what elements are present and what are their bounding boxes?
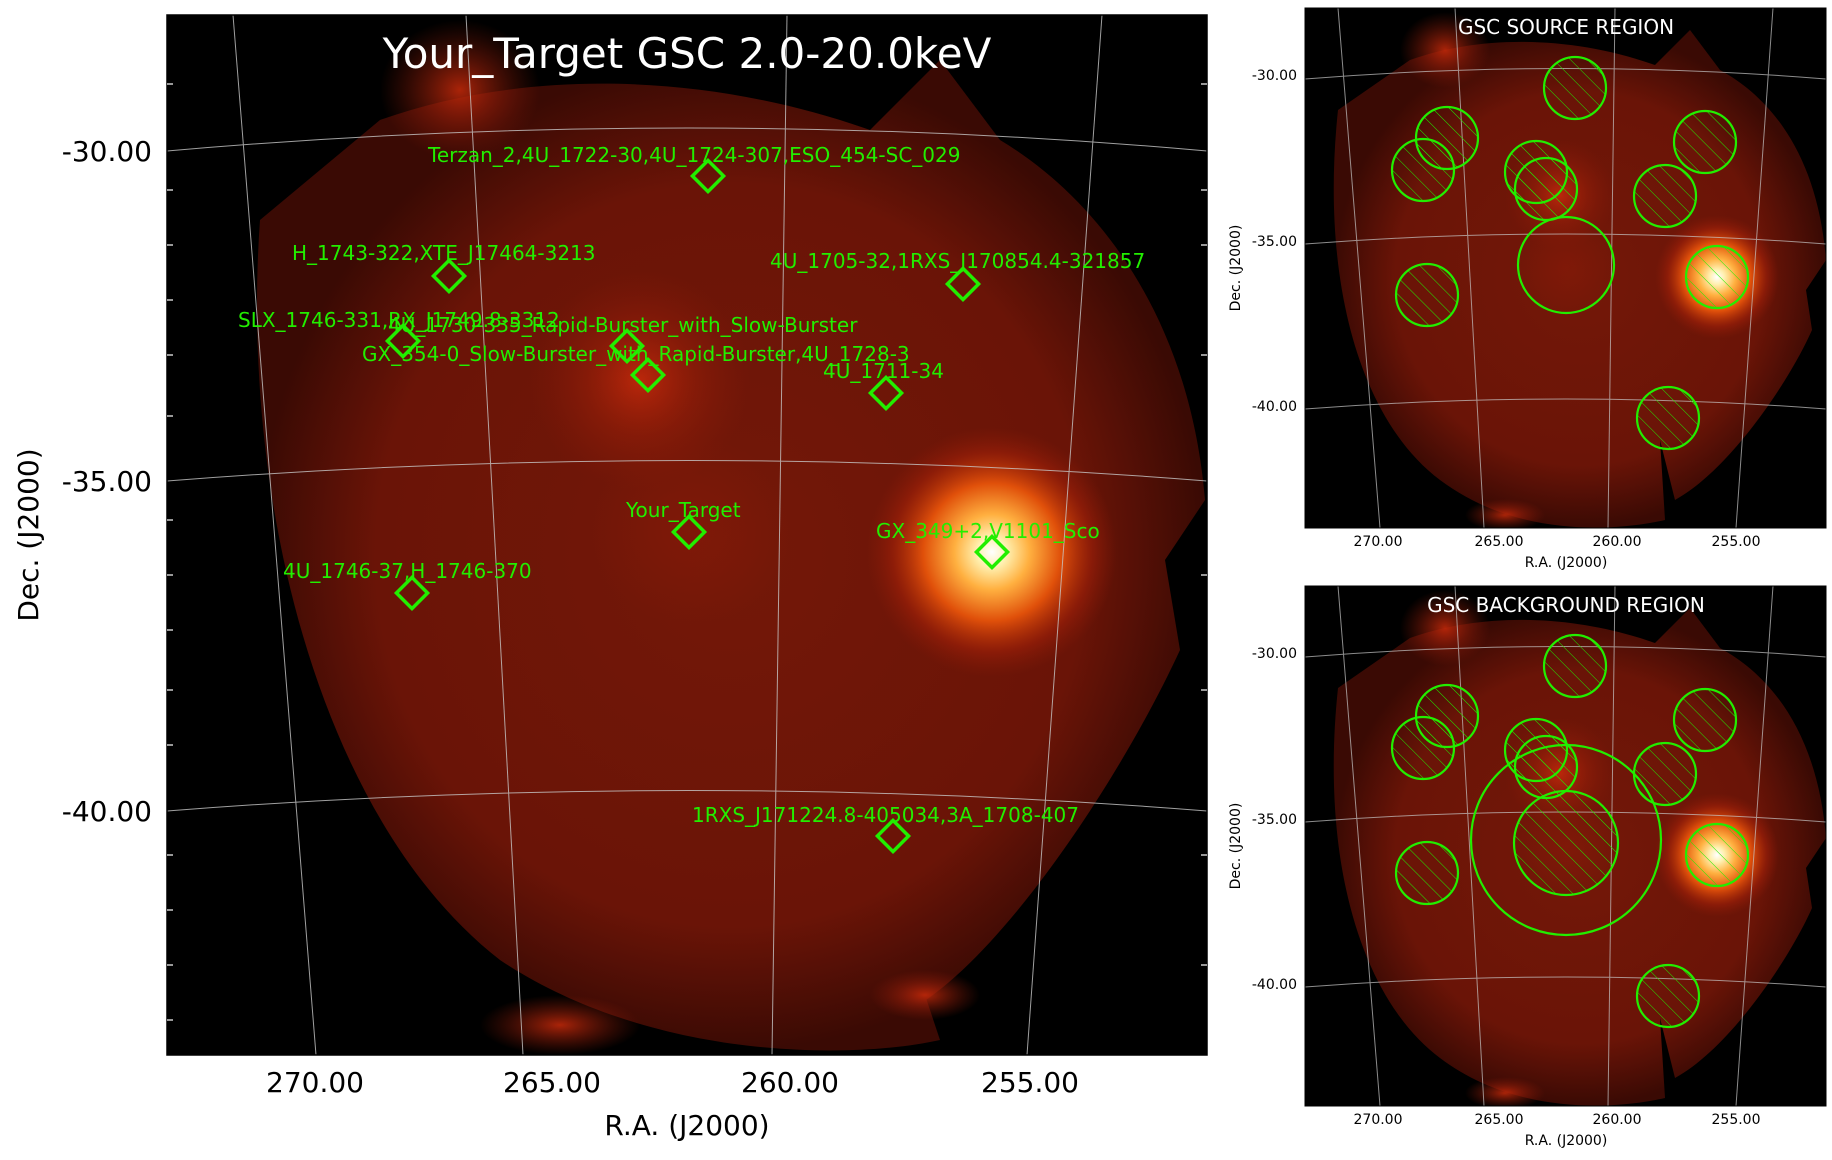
exclusion-circle-target bbox=[1512, 789, 1620, 897]
glow-galactic-center bbox=[530, 270, 750, 490]
xtick-label: 260.00 bbox=[1593, 534, 1642, 550]
main-title: Your_Target GSC 2.0-20.0keV bbox=[382, 29, 992, 78]
glow-bottom-right bbox=[870, 970, 980, 1020]
glow-gx349 bbox=[867, 427, 1117, 677]
xtick-label: 260.00 bbox=[1593, 1112, 1642, 1128]
xtick-label: 270.00 bbox=[266, 1066, 364, 1099]
exclusion-circle bbox=[1632, 163, 1698, 229]
source-label-terzan2: Terzan_2,4U_1722-30,4U_1724-307,ESO_454-… bbox=[427, 143, 960, 167]
ytick-label: -40.00 bbox=[62, 795, 152, 828]
xtick-label: 265.00 bbox=[1475, 534, 1524, 550]
background-xticks: 270.00 265.00 260.00 255.00 bbox=[1354, 1112, 1761, 1128]
marker-target bbox=[670, 513, 708, 551]
background-yticks: -30.00 -35.00 -40.00 bbox=[1252, 646, 1297, 993]
source-xlabel: R.A. (J2000) bbox=[1525, 555, 1608, 571]
source-label-h1743: H_1743-322,XTE_J17464-3213 bbox=[292, 241, 596, 265]
source-label-target: Your_Target bbox=[625, 498, 741, 522]
marker-1rxs bbox=[874, 817, 912, 855]
ytick-label: -40.00 bbox=[1252, 399, 1297, 415]
source-frame bbox=[1304, 7, 1827, 529]
main-map-panel: Your_Target GSC 2.0-20.0keV Terzan_2,4U_… bbox=[12, 14, 1208, 1142]
background-xlabel: R.A. (J2000) bbox=[1525, 1133, 1608, 1149]
exclusion-circle bbox=[1635, 963, 1701, 1029]
ytick-label: -35.00 bbox=[1252, 234, 1297, 250]
xtick-label: 265.00 bbox=[1475, 1112, 1524, 1128]
marker-4u1730 bbox=[608, 327, 646, 365]
exclusion-circle bbox=[1542, 633, 1608, 699]
source-extraction-circle bbox=[1516, 215, 1616, 315]
source-glow-bottom bbox=[1465, 499, 1545, 528]
marker-gx349 bbox=[973, 533, 1011, 571]
main-source-markers bbox=[384, 157, 1011, 855]
xtick-label: 270.00 bbox=[1354, 1112, 1403, 1128]
exclusion-circle bbox=[1672, 109, 1738, 175]
main-minor-ticks bbox=[167, 83, 1207, 1021]
source-label-4u1705: 4U_1705-32,1RXS_J170854.4-321857 bbox=[770, 249, 1145, 273]
ytick-label: -30.00 bbox=[62, 135, 152, 168]
source-exclusion-regions bbox=[1390, 55, 1750, 451]
source-yticks: -30.00 -35.00 -40.00 bbox=[1252, 68, 1297, 415]
source-glow-top bbox=[1400, 12, 1490, 88]
ytick-label: -30.00 bbox=[1252, 646, 1297, 662]
glow-target bbox=[590, 435, 790, 625]
glow-top-left bbox=[380, 20, 540, 160]
marker-gx354 bbox=[629, 356, 667, 394]
main-source-labels: Terzan_2,4U_1722-30,4U_1724-307,ESO_454-… bbox=[238, 143, 1145, 827]
source-ylabel: Dec. (J2000) bbox=[1228, 225, 1244, 312]
main-xlabel: R.A. (J2000) bbox=[604, 1109, 769, 1142]
main-grid bbox=[166, 14, 1208, 1056]
exclusion-circle bbox=[1390, 715, 1456, 781]
source-region-panel: GSC SOURCE REGION -30.00 -35.00 -40.00 2… bbox=[1228, 7, 1827, 571]
background-ylabel: Dec. (J2000) bbox=[1228, 803, 1244, 890]
source-label-1rxs: 1RXS_J171224.8-405034,3A_1708-407 bbox=[692, 803, 1079, 827]
xtick-label: 255.00 bbox=[1712, 534, 1761, 550]
source-label-4u1746: 4U_1746-37,H_1746-370 bbox=[283, 559, 532, 583]
exclusion-circle bbox=[1394, 262, 1460, 328]
exclusion-circle bbox=[1684, 244, 1750, 310]
exclusion-circle bbox=[1390, 137, 1456, 203]
exclusion-circle bbox=[1394, 840, 1460, 906]
marker-4u1711 bbox=[867, 374, 905, 412]
exclusion-circle bbox=[1542, 55, 1608, 121]
marker-terzan2 bbox=[689, 157, 727, 195]
exclusion-circle bbox=[1513, 734, 1579, 800]
exclusion-circle bbox=[1632, 741, 1698, 807]
background-glow-bottom bbox=[1465, 1077, 1545, 1106]
glow-bottom bbox=[480, 995, 640, 1055]
background-exclusion-regions bbox=[1390, 633, 1750, 1029]
exclusion-circle bbox=[1672, 687, 1738, 753]
xtick-label: 260.00 bbox=[741, 1066, 839, 1099]
marker-4u1746 bbox=[393, 574, 431, 612]
background-glow-top bbox=[1400, 590, 1490, 666]
ytick-label: -40.00 bbox=[1252, 977, 1297, 993]
marker-slx1746 bbox=[384, 322, 422, 360]
main-ylabel: Dec. (J2000) bbox=[12, 448, 45, 621]
marker-4u1705 bbox=[944, 265, 982, 303]
xtick-label: 265.00 bbox=[503, 1066, 601, 1099]
main-yticks: -30.00 -35.00 -40.00 bbox=[62, 135, 152, 828]
main-xticks: 270.00 265.00 260.00 255.00 bbox=[266, 1066, 1079, 1099]
ytick-label: -30.00 bbox=[1252, 68, 1297, 84]
exclusion-circle bbox=[1513, 156, 1579, 222]
main-frame bbox=[166, 14, 1208, 1056]
exclusion-circle bbox=[1684, 822, 1750, 888]
marker-h1743 bbox=[430, 257, 468, 295]
source-glow-target bbox=[1518, 220, 1614, 316]
ytick-label: -35.00 bbox=[1252, 812, 1297, 828]
xtick-label: 270.00 bbox=[1354, 534, 1403, 550]
ytick-label: -35.00 bbox=[62, 465, 152, 498]
exclusion-circle bbox=[1635, 385, 1701, 451]
xtick-label: 255.00 bbox=[1712, 1112, 1761, 1128]
background-region-panel: GSC BACKGROUND REGION -30.00 -35.00 -40.… bbox=[1228, 585, 1827, 1149]
background-frame bbox=[1304, 585, 1827, 1107]
source-panel-title: GSC SOURCE REGION bbox=[1458, 15, 1674, 39]
source-xticks: 270.00 265.00 260.00 255.00 bbox=[1354, 534, 1761, 550]
xtick-label: 255.00 bbox=[981, 1066, 1079, 1099]
background-panel-title: GSC BACKGROUND REGION bbox=[1427, 593, 1705, 617]
